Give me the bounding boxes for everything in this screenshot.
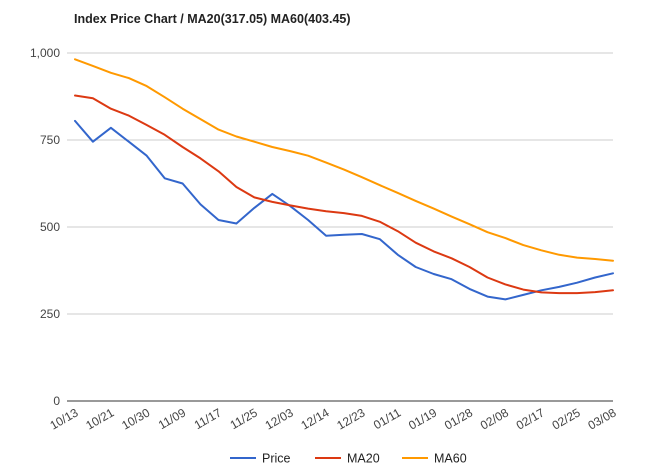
x-tick-label: 02/08 xyxy=(478,405,511,432)
legend-label-ma20: MA20 xyxy=(347,452,380,466)
legend: Price MA20 MA60 xyxy=(230,452,467,466)
y-tick-label: 0 xyxy=(53,394,60,408)
x-tick-label: 11/17 xyxy=(192,405,225,432)
legend-label-price: Price xyxy=(262,452,291,466)
x-tick-label: 01/19 xyxy=(406,405,439,432)
legend-label-ma60: MA60 xyxy=(434,452,467,466)
x-tick-label: 12/14 xyxy=(299,405,332,432)
x-tick-label: 11/09 xyxy=(156,405,189,432)
x-tick-label: 01/28 xyxy=(442,405,475,432)
x-tick-label: 10/13 xyxy=(47,405,80,432)
x-tick-label: 02/17 xyxy=(514,405,547,432)
chart-title: Index Price Chart / MA20(317.05) MA60(40… xyxy=(74,12,351,26)
y-tick-label: 250 xyxy=(40,307,60,321)
gridlines xyxy=(67,52,613,402)
x-tick-label: 12/03 xyxy=(263,405,296,432)
series-line-ma60 xyxy=(74,58,614,262)
x-tick-label: 10/21 xyxy=(83,405,116,432)
x-tick-label: 01/11 xyxy=(371,405,404,432)
x-tick-label: 03/08 xyxy=(585,405,618,432)
y-tick-label: 1,000 xyxy=(30,46,60,60)
y-tick-label: 750 xyxy=(40,133,60,147)
x-tick-label: 10/30 xyxy=(119,405,152,432)
series-line-ma20 xyxy=(74,94,614,295)
x-axis-ticks: 10/13 10/21 10/30 11/09 11/17 11/25 12/03 12/14… xyxy=(47,405,618,432)
x-tick-label: 12/23 xyxy=(334,405,367,432)
series-line-price xyxy=(74,119,614,301)
y-tick-label: 500 xyxy=(40,220,60,234)
x-tick-label: 02/25 xyxy=(550,405,583,432)
x-tick-label: 11/25 xyxy=(228,405,261,432)
y-axis-ticks: 0 250 500 750 1,000 xyxy=(30,46,60,408)
series-lines xyxy=(74,58,614,301)
